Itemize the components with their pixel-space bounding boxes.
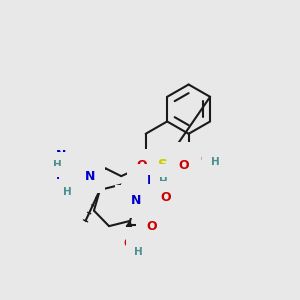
- Text: O: O: [161, 191, 172, 204]
- Text: O: O: [137, 159, 147, 172]
- Text: O: O: [146, 220, 157, 233]
- Text: O: O: [179, 159, 189, 172]
- Text: H: H: [67, 179, 76, 189]
- Text: H: H: [52, 160, 61, 170]
- Text: N: N: [147, 174, 158, 187]
- Text: N: N: [85, 169, 95, 183]
- Text: H: H: [134, 247, 142, 256]
- Text: O: O: [200, 154, 211, 166]
- Polygon shape: [126, 221, 132, 227]
- Text: S: S: [158, 158, 168, 172]
- Text: H: H: [211, 157, 219, 166]
- Text: H: H: [63, 187, 72, 197]
- Text: N: N: [183, 152, 194, 165]
- Text: N: N: [125, 195, 136, 208]
- Text: N: N: [56, 176, 66, 189]
- Text: H: H: [159, 177, 167, 187]
- Text: N: N: [131, 194, 141, 207]
- Text: N: N: [56, 149, 66, 162]
- Text: O: O: [124, 237, 134, 250]
